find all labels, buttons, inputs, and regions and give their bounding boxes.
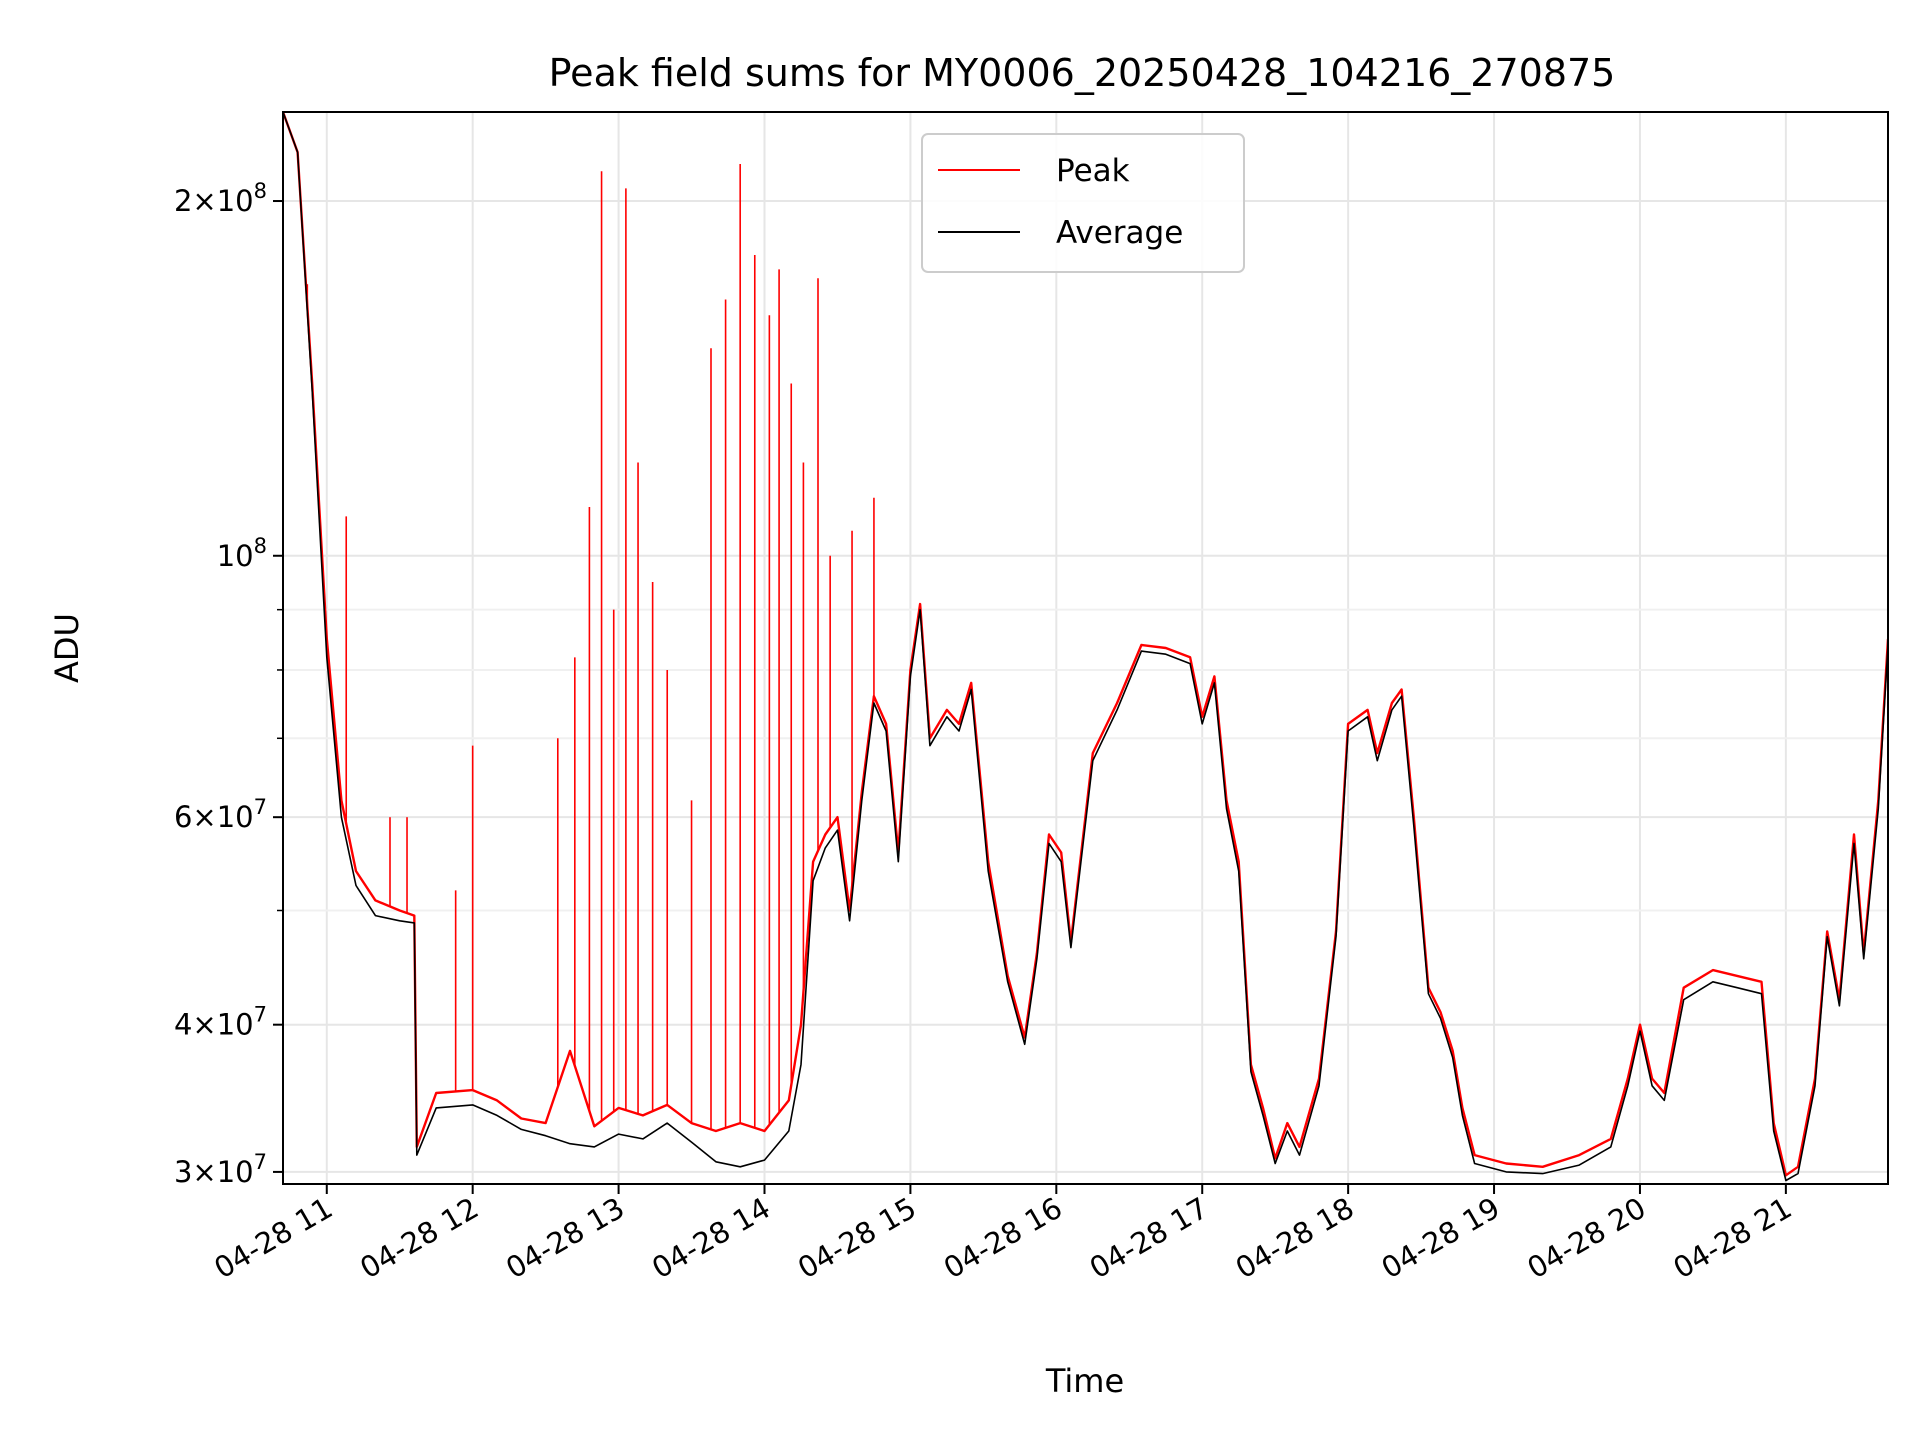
plot-frame — [282, 111, 1889, 1185]
y-tick-times: ×10 — [192, 1008, 253, 1042]
y-tick-exponent: 7 — [254, 1150, 267, 1174]
y-tick-label: 108 — [217, 534, 267, 573]
plot-area — [283, 112, 1888, 1182]
chart-title: Peak field sums for MY0006_20250428_1042… — [549, 51, 1616, 95]
legend-label: Average — [1056, 215, 1183, 251]
series-line-peak — [283, 112, 1888, 1177]
y-tick-times: ×10 — [192, 1155, 253, 1189]
y-tick-base: 10 — [217, 539, 254, 573]
y-tick-times: ×10 — [192, 184, 253, 218]
legend-box — [921, 133, 1245, 273]
y-tick-mantissa: 2 — [174, 184, 192, 218]
grid — [283, 112, 1888, 1184]
y-axis-label: ADU — [48, 613, 86, 683]
y-tick-mantissa: 6 — [174, 800, 192, 834]
y-tick-label: 6×107 — [174, 795, 267, 834]
y-tick-label: 3×107 — [174, 1150, 267, 1189]
y-tick-mantissa: 3 — [174, 1155, 192, 1189]
series-group — [283, 112, 1888, 1182]
y-tick-label: 4×107 — [174, 1003, 267, 1042]
legend-label: Peak — [1056, 153, 1130, 189]
y-tick-label: 2×108 — [174, 179, 267, 218]
y-tick-exponent: 8 — [254, 179, 267, 203]
y-tick-times: ×10 — [192, 800, 253, 834]
legend: Peak Average — [921, 133, 1245, 273]
y-tick-exponent: 8 — [254, 534, 267, 558]
y-tick-exponent: 7 — [254, 1003, 267, 1027]
y-tick-exponent: 7 — [254, 795, 267, 819]
series-line-average — [283, 112, 1888, 1182]
y-tick-mantissa: 4 — [174, 1008, 192, 1042]
x-axis-label: Time — [1045, 1362, 1124, 1400]
